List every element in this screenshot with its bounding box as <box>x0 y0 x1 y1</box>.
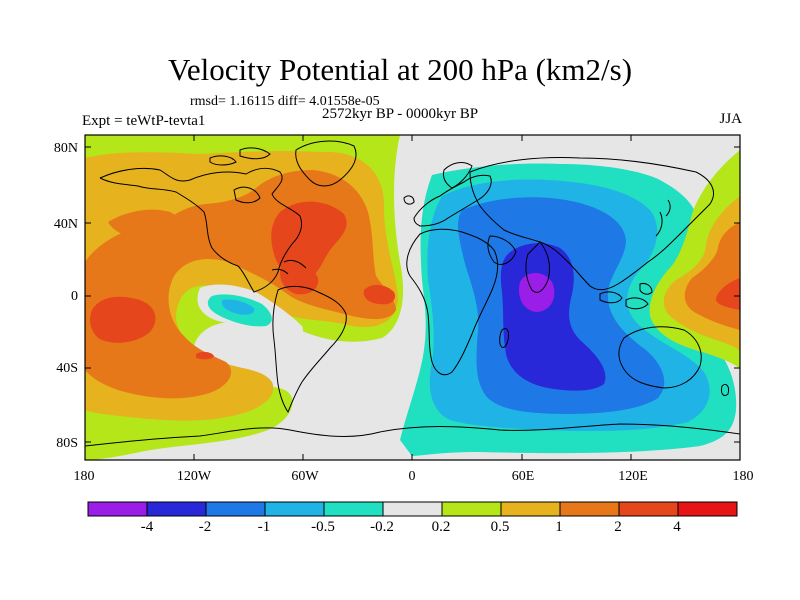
coastline-australia <box>618 326 702 389</box>
stats-label: rmsd= 1.16115 diff= 4.01558e-05 <box>190 94 380 109</box>
colorbar-swatch <box>264 501 325 517</box>
positive-lobe-north <box>108 209 178 238</box>
colorbar-label: 0.5 <box>490 519 510 535</box>
period-label: 2572kyr BP - 0000kyr BP <box>322 106 479 122</box>
colorbar-swatch <box>382 501 443 517</box>
coastline-japan <box>655 199 671 237</box>
coastline-asia <box>469 157 714 291</box>
coastline-new-zealand <box>721 383 729 397</box>
coastline-madagascar <box>499 327 509 348</box>
positive-core-eastatlantic <box>363 284 396 305</box>
coastline-hudson-bay <box>233 186 261 204</box>
positive-core-pacific <box>90 296 156 343</box>
lat-ticks <box>85 146 740 443</box>
coastline-scandinavia <box>443 162 473 189</box>
colorbar-swatch <box>618 501 679 517</box>
coastline-caribbean <box>271 259 307 275</box>
colorbar-label: 0.2 <box>431 519 451 535</box>
lon-label-60w: 60W <box>291 469 319 484</box>
coastline-greenland <box>295 140 357 187</box>
colorbar-label: -2 <box>198 519 212 535</box>
season-label: JJA <box>719 111 742 127</box>
chart-title: Velocity Potential at 200 hPa (km2/s) <box>167 52 633 87</box>
coastline-india <box>525 241 551 293</box>
coastline-arctic-islands <box>209 147 271 166</box>
colorbar-swatch <box>500 501 561 517</box>
lon-ticks <box>193 135 632 460</box>
positive-core-pacific-south <box>196 351 214 360</box>
colorbar-label: -1 <box>257 519 271 535</box>
lon-label-120e: 120E <box>618 469 648 484</box>
colorbar-swatch <box>87 501 148 517</box>
lat-label-80n: 80N <box>53 141 78 156</box>
coastline-arabia <box>487 235 517 265</box>
lon-label-120w: 120W <box>176 469 212 484</box>
colorbar-swatch <box>323 501 384 517</box>
negative-tongue-0.5 <box>221 299 255 315</box>
lon-label-60e: 60E <box>511 469 535 484</box>
coastline-maritime-continent <box>599 283 653 310</box>
lat-label-40n: 40N <box>53 217 78 232</box>
coastline-africa <box>406 228 499 376</box>
coastline-layer <box>85 140 740 447</box>
positive-east-2 <box>716 278 740 310</box>
coastline-north-america <box>99 167 303 293</box>
colorbar-swatch <box>559 501 620 517</box>
colorbar-label: -4 <box>140 519 154 535</box>
coastline-europe <box>413 174 492 227</box>
colorbar-swatch <box>441 501 502 517</box>
colorbar-swatch <box>677 501 738 517</box>
lon-label-180e: 180 <box>732 469 754 484</box>
lon-label-180w: 180 <box>73 469 95 484</box>
lon-label-0: 0 <box>408 469 416 484</box>
colorbar-label: -0.5 <box>311 519 335 535</box>
colorbar-label: 4 <box>673 519 681 535</box>
colorbar <box>87 501 738 517</box>
colorbar-swatch <box>205 501 266 517</box>
colorbar-label: 1 <box>555 519 563 535</box>
contour-fill-layer <box>85 135 740 460</box>
experiment-label: Expt = teWtP-tevta1 <box>82 113 206 129</box>
lat-label-0: 0 <box>71 289 78 304</box>
colorbar-label: -0.2 <box>370 519 394 535</box>
coastline-british-isles <box>403 195 415 205</box>
colorbar-label: 2 <box>614 519 622 535</box>
coastline-antarctica <box>85 423 740 447</box>
lat-label-40s: 40S <box>56 361 78 376</box>
coastline-south-america <box>272 285 347 414</box>
lat-label-80s: 80S <box>56 436 78 451</box>
colorbar-swatch <box>146 501 207 517</box>
